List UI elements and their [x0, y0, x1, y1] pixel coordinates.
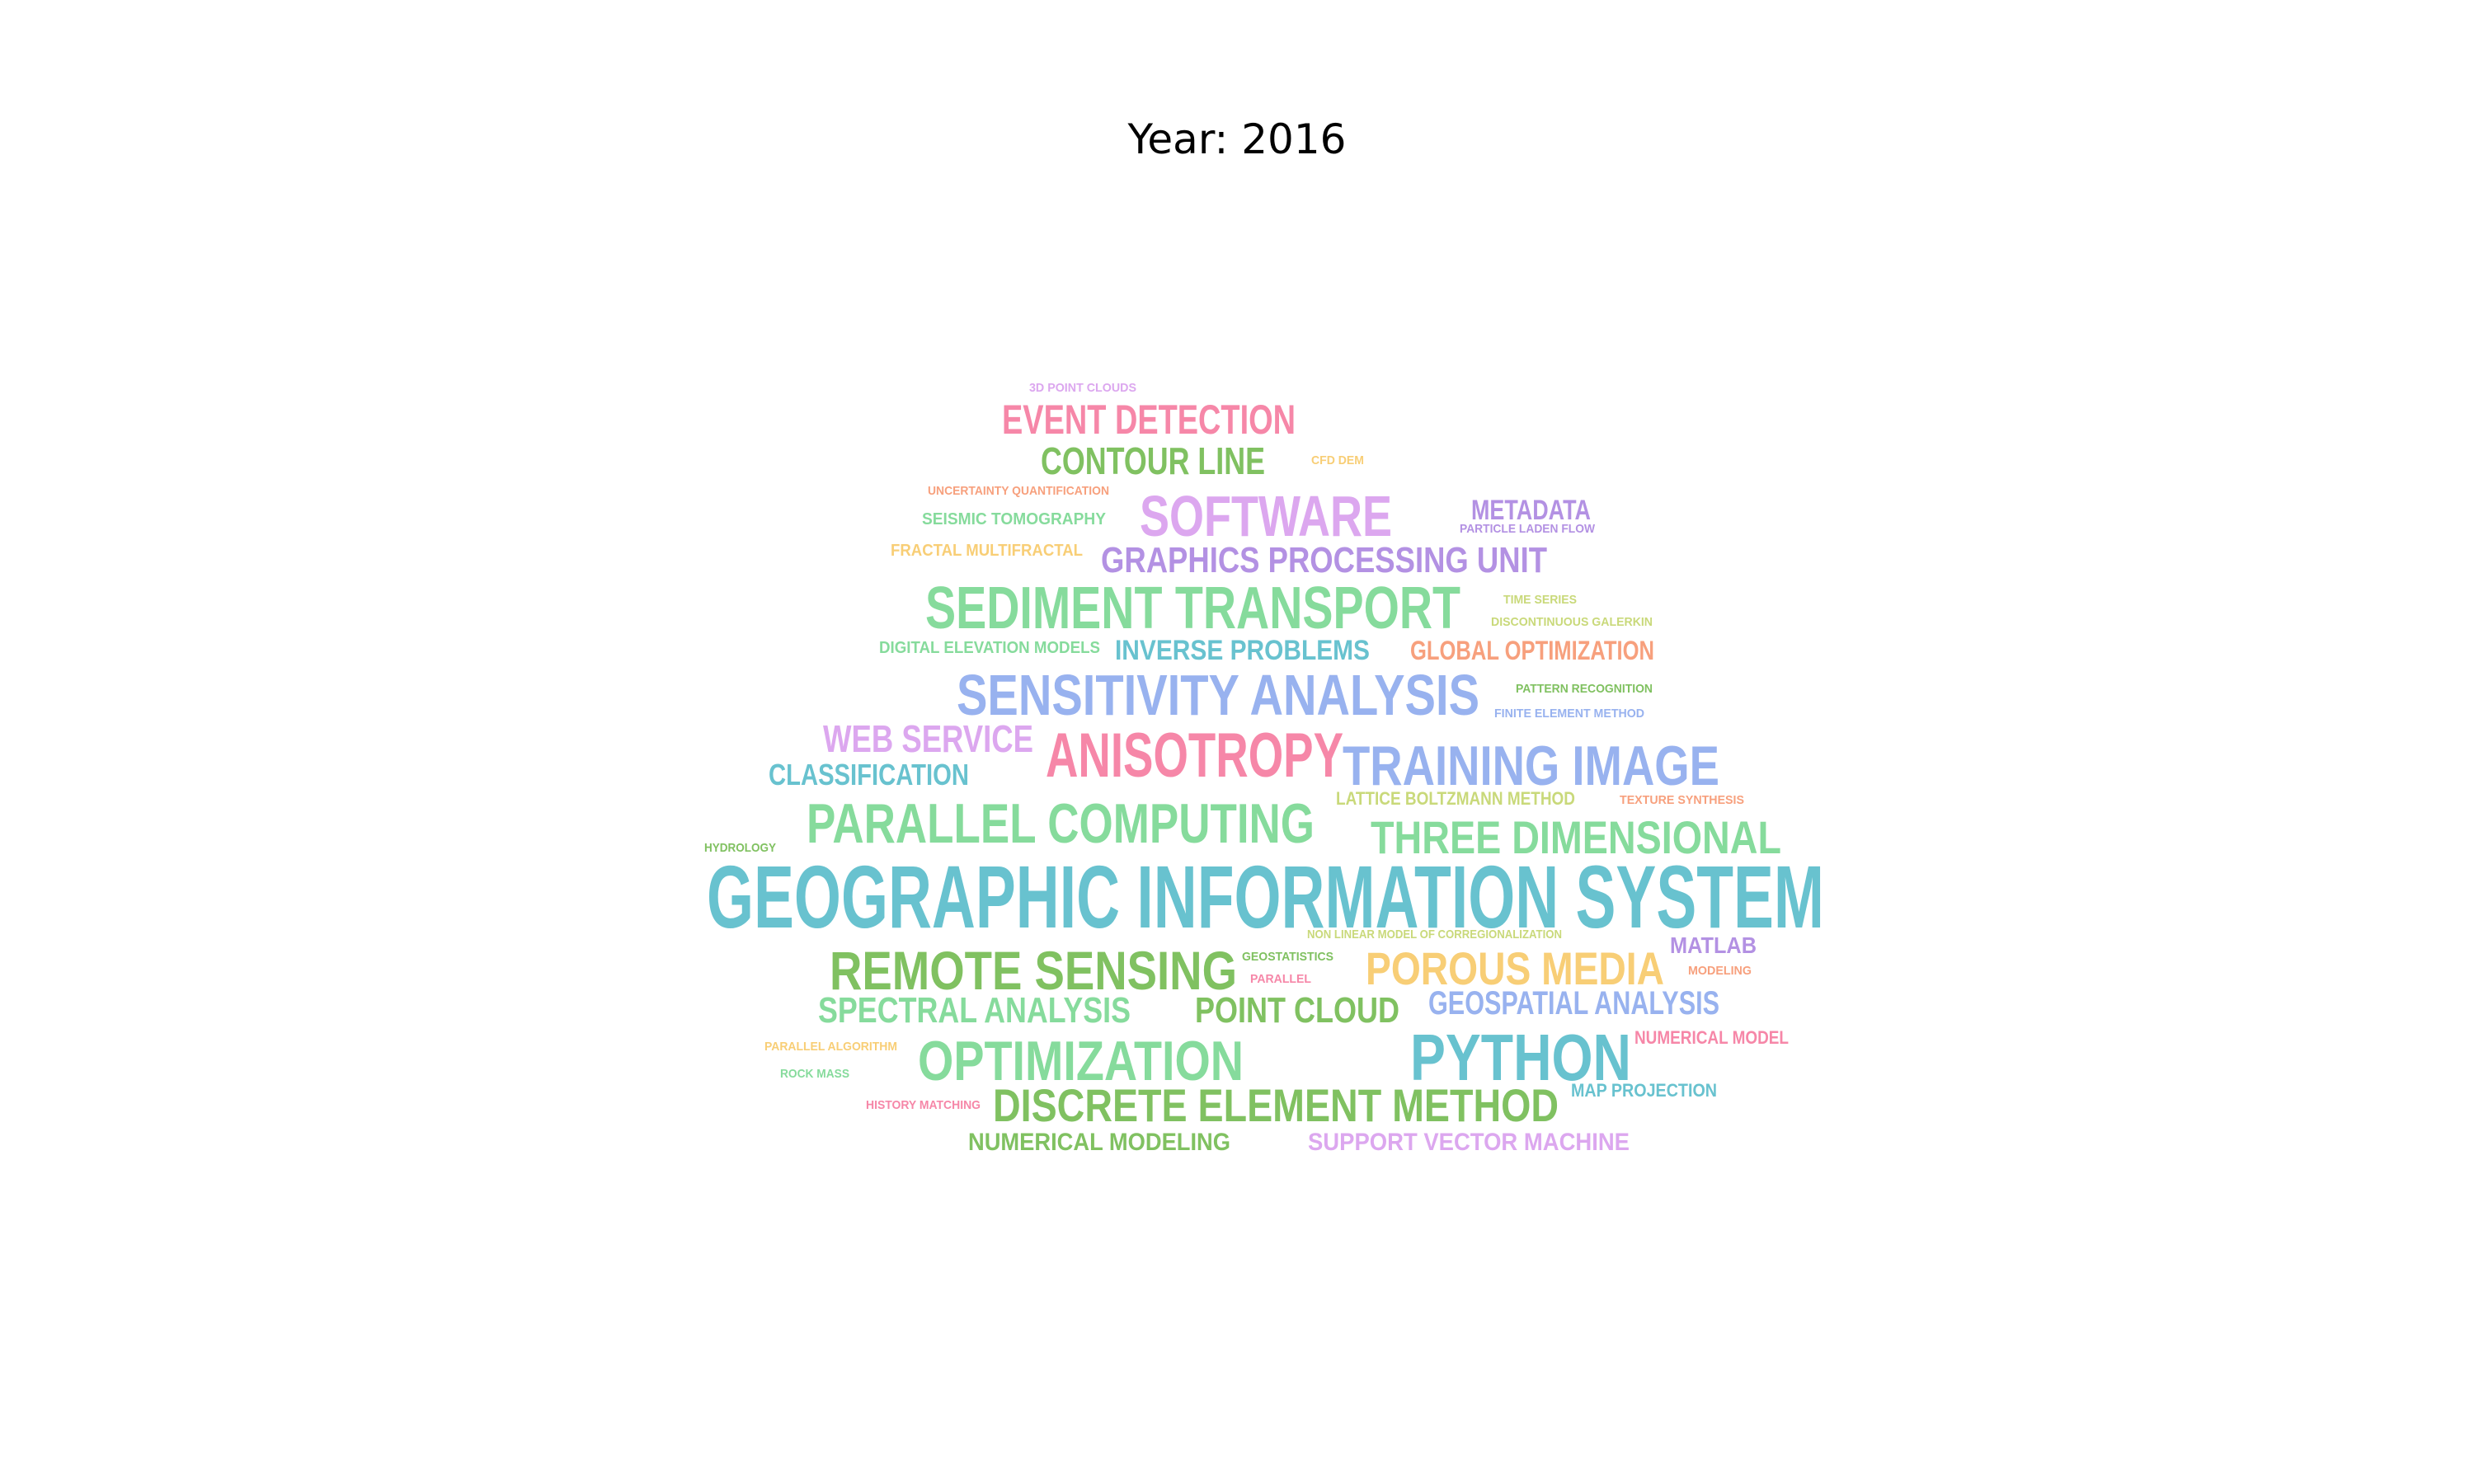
cloud-word: MATLAB: [1670, 932, 1757, 958]
cloud-word: POROUS MEDIA: [1366, 942, 1664, 994]
cloud-word: THREE DIMENSIONAL: [1371, 811, 1781, 863]
cloud-word: WEB SERVICE: [823, 717, 1033, 760]
cloud-word: CLASSIFICATION: [769, 758, 969, 791]
cloud-word: GRAPHICS PROCESSING UNIT: [1101, 540, 1547, 580]
cloud-word: ANISOTROPY: [1046, 721, 1343, 791]
cloud-word: TEXTURE SYNTHESIS: [1620, 793, 1744, 807]
cloud-word: MAP PROJECTION: [1571, 1080, 1717, 1101]
cloud-word: PARALLEL: [1250, 972, 1311, 986]
cloud-word: ROCK MASS: [780, 1067, 849, 1081]
cloud-word: METADATA: [1471, 495, 1591, 526]
cloud-word: DISCONTINUOUS GALERKIN: [1491, 615, 1653, 629]
cloud-word: FINITE ELEMENT METHOD: [1494, 707, 1644, 721]
cloud-word: MODELING: [1688, 964, 1752, 978]
cloud-word: PYTHON: [1410, 1021, 1631, 1094]
cloud-word: DISCRETE ELEMENT METHOD: [993, 1079, 1559, 1131]
cloud-word: SPECTRAL ANALYSIS: [818, 990, 1131, 1031]
cloud-word: SENSITIVITY ANALYSIS: [957, 663, 1479, 727]
cloud-word: HYDROLOGY: [704, 841, 776, 855]
cloud-word: SOFTWARE: [1140, 484, 1392, 548]
cloud-word: GLOBAL OPTIMIZATION: [1410, 636, 1654, 665]
cloud-word: PARTICLE LADEN FLOW: [1460, 522, 1596, 536]
cloud-word: SEDIMENT TRANSPORT: [925, 575, 1460, 641]
cloud-word: GEOGRAPHIC INFORMATION SYSTEM: [707, 847, 1824, 946]
cloud-word: TIME SERIES: [1503, 593, 1577, 607]
cloud-word: SUPPORT VECTOR MACHINE: [1308, 1129, 1630, 1156]
cloud-word: HISTORY MATCHING: [866, 1098, 981, 1112]
cloud-word: GEOSTATISTICS: [1242, 950, 1333, 964]
cloud-word: 3D POINT CLOUDS: [1029, 381, 1136, 395]
cloud-word: GEOSPATIAL ANALYSIS: [1428, 985, 1719, 1021]
cloud-word: REMOTE SENSING: [830, 940, 1237, 1001]
cloud-word: PARALLEL ALGORITHM: [764, 1040, 897, 1054]
cloud-word: PATTERN RECOGNITION: [1516, 682, 1653, 696]
cloud-word: DIGITAL ELEVATION MODELS: [879, 639, 1100, 657]
cloud-word: NUMERICAL MODEL: [1634, 1027, 1789, 1048]
cloud-word: TRAINING IMAGE: [1343, 735, 1719, 797]
cloud-word: FRACTAL MULTIFRACTAL: [891, 542, 1083, 560]
figure-title: Year: 2016: [1127, 115, 1347, 163]
cloud-word: CONTOUR LINE: [1041, 439, 1265, 482]
cloud-word: SEISMIC TOMOGRAPHY: [922, 510, 1107, 528]
cloud-word: NON LINEAR MODEL OF CORREGIONALIZATION: [1307, 928, 1562, 942]
cloud-word: EVENT DETECTION: [1002, 397, 1296, 443]
cloud-word: LATTICE BOLTZMANN METHOD: [1336, 788, 1575, 809]
cloud-word: INVERSE PROBLEMS: [1115, 635, 1370, 666]
cloud-word: UNCERTAINTY QUANTIFICATION: [928, 484, 1109, 498]
cloud-word: PARALLEL COMPUTING: [807, 792, 1315, 855]
cloud-word: POINT CLOUD: [1195, 990, 1399, 1031]
cloud-word: NUMERICAL MODELING: [968, 1129, 1230, 1156]
cloud-word: CFD DEM: [1311, 453, 1364, 467]
cloud-word: OPTIMIZATION: [918, 1030, 1244, 1092]
